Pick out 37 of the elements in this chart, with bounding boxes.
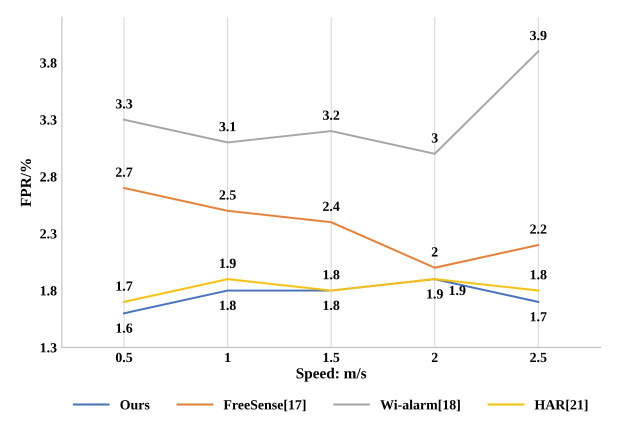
data-label: 2 xyxy=(432,247,438,256)
legend-label: HAR[21] xyxy=(534,400,588,412)
y-tick-label: 3.3 xyxy=(40,115,57,125)
x-tick-label: 1 xyxy=(225,352,230,362)
data-label: 1.9 xyxy=(450,286,466,296)
data-label: 3.1 xyxy=(219,122,236,132)
y-tick-label: 3.8 xyxy=(40,58,57,68)
data-label: 2.7 xyxy=(116,168,132,177)
x-tick-label: 2 xyxy=(432,352,438,362)
data-label: 1.9 xyxy=(220,258,236,268)
data-label: 3.9 xyxy=(530,30,546,40)
data-label: 1.8 xyxy=(324,300,340,310)
x-tick-label: 0.5 xyxy=(116,352,132,362)
legend-label: Wi-alarm[18] xyxy=(380,400,460,412)
x-tick-label: 1.5 xyxy=(324,352,340,362)
data-label: 1.9 xyxy=(427,289,443,299)
legend-label: Ours xyxy=(120,400,150,410)
data-label: 1.7 xyxy=(530,312,547,322)
y-axis-title: FPR/% xyxy=(20,159,32,207)
data-label: 1.7 xyxy=(116,281,132,291)
x-axis-title: Speed: m/s xyxy=(296,368,366,382)
y-tick-label: 1.3 xyxy=(40,343,57,353)
data-label: 1.8 xyxy=(220,300,236,310)
data-label: 2.5 xyxy=(220,190,236,200)
data-label: 3 xyxy=(432,133,438,143)
data-label: 1.6 xyxy=(116,323,132,333)
data-label: 1.8 xyxy=(324,270,340,280)
y-tick-label: 2.3 xyxy=(40,229,57,239)
data-label: 3.2 xyxy=(323,110,340,120)
x-tick-label: 2.5 xyxy=(530,352,546,362)
data-label: 1.8 xyxy=(530,270,547,280)
data-label: 2.2 xyxy=(530,224,546,234)
legend-label: FreeSense[17] xyxy=(224,400,306,412)
data-label: 2.4 xyxy=(323,202,340,212)
y-tick-label: 2.8 xyxy=(40,172,57,182)
y-tick-label: 1.8 xyxy=(40,286,57,296)
data-label: 3.3 xyxy=(116,99,132,109)
